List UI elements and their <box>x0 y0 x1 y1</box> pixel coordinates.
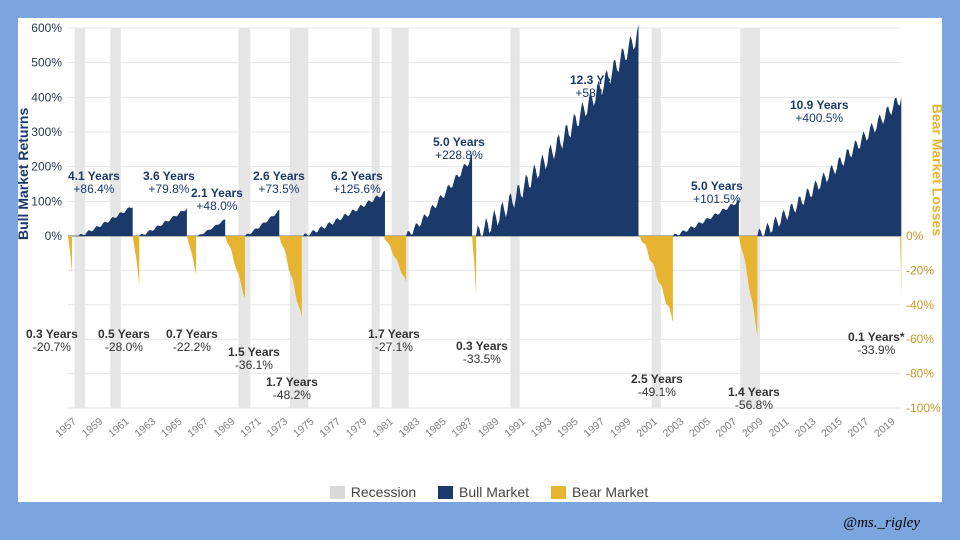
legend-swatch-bear <box>551 486 566 499</box>
bull-annotation: 5.0 Years+228.8% <box>433 136 485 162</box>
bear-annotation: 0.7 Years-22.2% <box>166 328 218 354</box>
svg-text:1981: 1981 <box>370 415 396 439</box>
page-frame: Bull Market Returns Bear Market Losses 0… <box>0 0 960 540</box>
svg-text:0%: 0% <box>906 229 924 243</box>
svg-text:100%: 100% <box>31 194 62 208</box>
svg-text:400%: 400% <box>31 90 62 104</box>
svg-text:1965: 1965 <box>159 415 185 439</box>
bull-annotation: 5.0 Years+101.5% <box>691 180 743 206</box>
legend-bear-label: Bear Market <box>572 484 648 500</box>
bear-annotation: 0.3 Years-33.5% <box>456 340 508 366</box>
svg-text:1961: 1961 <box>106 415 132 439</box>
bull-annotation: 6.2 Years+125.6% <box>331 170 383 196</box>
svg-text:2015: 2015 <box>819 415 845 439</box>
svg-text:1967: 1967 <box>185 415 211 439</box>
bull-annotation: 2.6 Years+73.5% <box>253 170 305 196</box>
svg-text:0%: 0% <box>45 229 63 243</box>
svg-text:2005: 2005 <box>687 415 713 439</box>
legend-swatch-bull <box>438 486 453 499</box>
svg-text:2009: 2009 <box>740 415 766 439</box>
svg-text:200%: 200% <box>31 160 62 174</box>
market-cycles-chart: 0%100%200%300%400%500%600%0%-20%-40%-60%… <box>68 28 900 448</box>
svg-text:-100%: -100% <box>906 401 941 415</box>
svg-text:1987: 1987 <box>449 415 475 439</box>
svg-text:1977: 1977 <box>317 415 343 439</box>
svg-text:-20%: -20% <box>906 263 934 277</box>
bear-annotation: 1.4 Years-56.8% <box>728 386 780 412</box>
svg-text:300%: 300% <box>31 125 62 139</box>
bear-annotation: 0.5 Years-28.0% <box>98 328 150 354</box>
bull-annotation: 12.3 Years+582.1% <box>570 74 629 100</box>
svg-text:1983: 1983 <box>397 415 423 439</box>
bull-annotation: 2.1 Years+48.0% <box>191 187 243 213</box>
svg-text:1957: 1957 <box>53 415 79 439</box>
svg-text:1993: 1993 <box>529 415 555 439</box>
svg-text:2007: 2007 <box>714 415 740 439</box>
svg-text:1985: 1985 <box>423 415 449 439</box>
bear-annotation: 0.3 Years-20.7% <box>26 328 78 354</box>
legend-recession-label: Recession <box>351 484 416 500</box>
legend-bull-label: Bull Market <box>459 484 529 500</box>
svg-text:500%: 500% <box>31 56 62 70</box>
bear-annotation: 1.7 Years-27.1% <box>368 328 420 354</box>
svg-text:1991: 1991 <box>502 415 528 439</box>
svg-text:1995: 1995 <box>555 415 581 439</box>
y-axis-left-label: Bull Market Returns <box>15 108 31 240</box>
svg-text:1971: 1971 <box>238 415 264 439</box>
svg-text:-60%: -60% <box>906 332 934 346</box>
svg-text:1975: 1975 <box>291 415 317 439</box>
svg-text:1963: 1963 <box>133 415 159 439</box>
bear-annotation: 0.1 Years*-33.9% <box>848 331 905 357</box>
svg-text:1969: 1969 <box>212 415 238 439</box>
svg-text:2013: 2013 <box>793 415 819 439</box>
chart-panel: Bull Market Returns Bear Market Losses 0… <box>18 18 942 502</box>
svg-text:1997: 1997 <box>582 415 608 439</box>
svg-text:1959: 1959 <box>80 415 106 439</box>
bull-annotation: 4.1 Years+86.4% <box>68 170 120 196</box>
bear-annotation: 1.5 Years-36.1% <box>228 346 280 372</box>
bull-annotation: 3.6 Years+79.8% <box>143 170 195 196</box>
bull-annotation: 10.9 Years+400.5% <box>790 99 849 125</box>
legend: Recession Bull Market Bear Market <box>18 484 942 500</box>
svg-text:2011: 2011 <box>767 416 792 440</box>
credit-text: @ms._rigley <box>843 515 920 532</box>
svg-text:600%: 600% <box>31 21 62 35</box>
svg-text:1989: 1989 <box>476 415 502 439</box>
svg-text:-40%: -40% <box>906 298 934 312</box>
bear-annotation: 1.7 Years-48.2% <box>266 376 318 402</box>
svg-text:2001: 2001 <box>634 415 660 439</box>
svg-text:1999: 1999 <box>608 415 634 439</box>
svg-text:2003: 2003 <box>661 415 687 439</box>
y-axis-right-label: Bear Market Losses <box>929 104 945 236</box>
bear-annotation: 2.5 Years-49.1% <box>631 373 683 399</box>
svg-text:2019: 2019 <box>872 415 898 439</box>
svg-text:1979: 1979 <box>344 415 370 439</box>
svg-text:1973: 1973 <box>265 415 291 439</box>
svg-text:2017: 2017 <box>846 415 872 439</box>
svg-text:-80%: -80% <box>906 367 934 381</box>
legend-swatch-recession <box>330 486 345 499</box>
